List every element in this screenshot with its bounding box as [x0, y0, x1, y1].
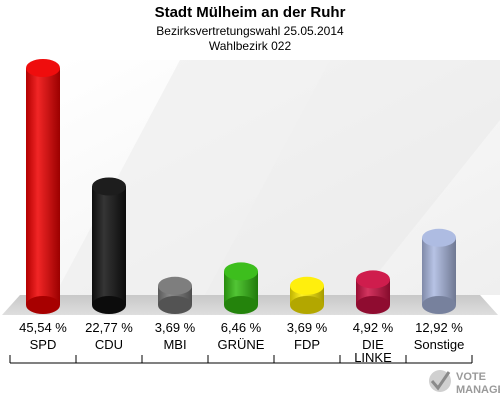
bar-base	[92, 296, 126, 314]
bar-top	[92, 177, 126, 196]
bar-series	[26, 59, 456, 314]
bar-top	[422, 228, 456, 247]
bar-base	[224, 296, 258, 314]
bar-top	[224, 262, 258, 281]
bar-top	[290, 276, 324, 295]
bar-top	[356, 270, 390, 289]
bar-spd	[26, 59, 60, 314]
bar-top	[26, 59, 60, 77]
value-label: 22,77 %	[85, 320, 133, 335]
logo-text-vote: VOTE	[456, 371, 486, 383]
bar-fdp	[290, 276, 324, 314]
category-label: GRÜNE	[218, 337, 265, 352]
chart-subtitle-1: Bezirksvertretungswahl 25.05.2014	[156, 24, 344, 38]
bar-grüne	[224, 262, 258, 314]
category-label: CDU	[95, 337, 123, 352]
bar-body	[26, 68, 60, 305]
bar-base	[290, 296, 324, 314]
bar-sonstige	[422, 228, 456, 314]
value-label: 3,69 %	[287, 320, 328, 335]
chart-title: Stadt Mülheim an der Ruhr	[155, 4, 346, 21]
bar-die-linke	[356, 270, 390, 314]
value-label: 45,54 %	[19, 320, 67, 335]
category-label: FDP	[294, 337, 320, 352]
checkmark-icon	[429, 370, 451, 392]
bar-top	[158, 276, 192, 295]
bar-base	[26, 296, 60, 314]
category-ticks	[9, 355, 473, 363]
bar-body	[422, 237, 456, 305]
logo-text-manager: MANAGER	[456, 384, 500, 396]
value-label: 3,69 %	[155, 320, 196, 335]
category-label: Sonstige	[414, 337, 465, 352]
category-label: DIE	[362, 337, 384, 352]
value-label: 12,92 %	[415, 320, 463, 335]
category-label: LINKE	[354, 350, 392, 365]
chart-subtitle-2: Wahlbezirk 022	[209, 39, 292, 53]
value-labels: 45,54 % 22,77 % 3,69 % 6,46 % 3,69 % 4,92 % 12…	[19, 320, 463, 335]
value-label: 4,92 %	[353, 320, 394, 335]
bar-base	[422, 296, 456, 314]
bar-mbi	[158, 276, 192, 314]
value-label: 6,46 %	[221, 320, 262, 335]
vote-manager-logo: VOTE MANAGER	[429, 370, 500, 396]
bar-body	[92, 186, 126, 305]
category-label: MBI	[163, 337, 186, 352]
bar-base	[356, 296, 390, 314]
category-label: SPD	[30, 337, 57, 352]
bar-base	[158, 296, 192, 314]
bar-cdu	[92, 177, 126, 314]
